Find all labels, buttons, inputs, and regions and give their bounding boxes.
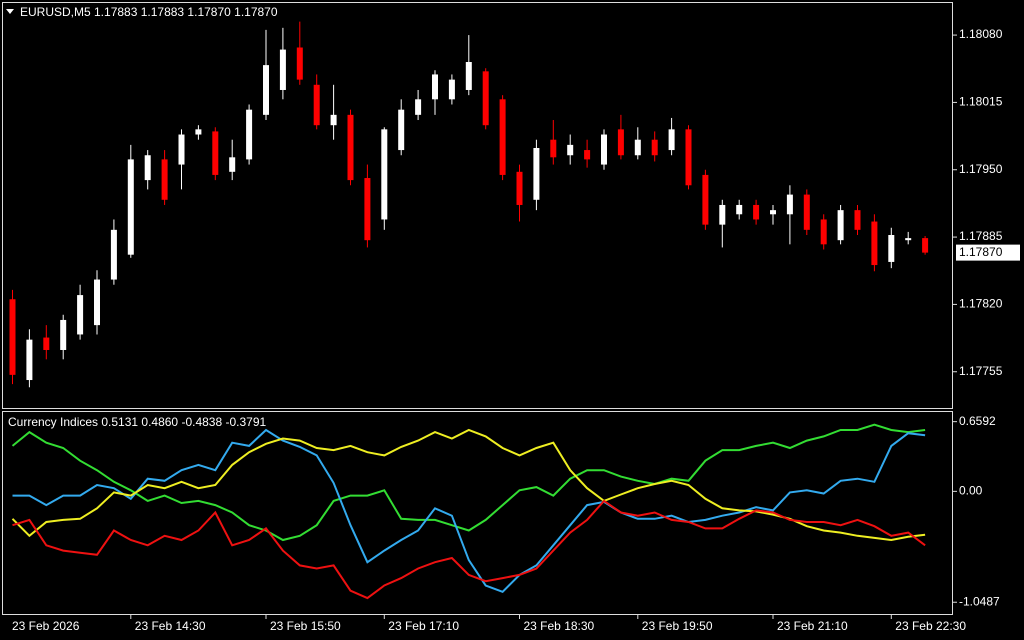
indicator-line — [12, 499, 926, 600]
indicator-line — [11, 428, 926, 542]
candle-body — [60, 319, 67, 350]
candle-body — [448, 79, 455, 100]
candle-body — [296, 47, 303, 80]
y-tick-label: 0.00 — [959, 484, 983, 498]
candle-body — [854, 210, 861, 230]
y-tick-label: 1.17885 — [959, 229, 1003, 243]
candle-body — [736, 204, 743, 215]
x-tick-label: 23 Feb 17:10 — [388, 619, 459, 633]
candle-body — [770, 210, 776, 215]
candle-body — [161, 159, 168, 200]
x-tick-label: 23 Feb 15:50 — [270, 619, 341, 633]
indicator-title: Currency Indices 0.5131 0.4860 -0.4838 -… — [8, 415, 267, 429]
candle-body — [110, 229, 117, 280]
menu-triangle[interactable] — [6, 9, 14, 14]
candle-body — [415, 99, 422, 115]
candle-body — [381, 129, 388, 220]
chart-title: EURUSD,M5 1.17883 1.17883 1.17870 1.1787… — [20, 5, 278, 19]
candle-body — [601, 134, 607, 165]
candle-body — [786, 194, 793, 215]
candle-body — [888, 235, 895, 262]
y-tick-label: 1.17820 — [959, 297, 1003, 311]
price-panel — [2, 2, 953, 409]
candle-body — [922, 238, 929, 253]
candle-body — [26, 339, 33, 381]
candle-body — [668, 129, 675, 151]
last-price-label: 1.17870 — [959, 245, 1003, 259]
candle-body — [195, 129, 202, 135]
last-price-box — [956, 244, 1020, 261]
candle-body — [77, 295, 84, 335]
candle-body — [127, 159, 134, 255]
candle-body — [330, 114, 337, 126]
indicator-line — [11, 423, 926, 542]
y-tick-label: 0.6592 — [959, 414, 996, 428]
candle-body — [871, 221, 878, 266]
candle-body — [9, 299, 16, 375]
x-tick-label: 23 Feb 2026 — [12, 619, 80, 633]
candle-body — [837, 210, 844, 241]
candle-body — [617, 129, 624, 156]
candle-body — [533, 147, 540, 200]
candle-body — [516, 171, 523, 205]
x-tick-label: 23 Feb 21:10 — [777, 619, 848, 633]
candle-body — [753, 204, 760, 220]
candle-body — [905, 238, 912, 241]
candle-body — [685, 129, 692, 186]
candle-body — [432, 74, 438, 100]
x-tick-label: 23 Feb 18:30 — [524, 619, 595, 633]
candle-body — [279, 49, 286, 90]
x-tick-label: 23 Feb 14:30 — [135, 619, 206, 633]
candle-body — [651, 139, 658, 156]
y-tick-label: 1.17755 — [959, 364, 1003, 378]
candle-body — [465, 62, 472, 90]
candle-body — [820, 219, 827, 245]
candle-body — [364, 178, 371, 241]
indicator-panel — [2, 411, 953, 615]
candle-body — [43, 337, 50, 350]
candle-body — [584, 150, 591, 160]
candle-body — [398, 109, 405, 151]
candle-body — [482, 71, 489, 126]
candle-body — [550, 139, 557, 158]
candle-body — [263, 65, 269, 115]
candle-body — [229, 157, 236, 172]
candle-body — [634, 139, 641, 156]
candle-body — [803, 194, 810, 230]
candle-body — [347, 114, 354, 181]
candle-body — [94, 279, 100, 326]
candle-body — [719, 204, 726, 225]
y-tick-label: 1.18080 — [959, 27, 1003, 41]
x-tick-label: 23 Feb 22:30 — [895, 619, 966, 633]
candle-body — [702, 174, 709, 225]
indicator-line — [12, 428, 926, 593]
candle-body — [567, 144, 574, 156]
y-tick-label: 1.18015 — [959, 95, 1003, 109]
candle-body — [246, 109, 253, 160]
y-tick-label: 1.17950 — [959, 162, 1003, 176]
candle-body — [178, 134, 185, 165]
candle-body — [313, 84, 320, 126]
candle-body — [212, 131, 219, 175]
candle-body — [499, 99, 506, 175]
y-tick-label: -1.0487 — [959, 594, 1000, 608]
candle-body — [144, 155, 151, 181]
x-tick-label: 23 Feb 19:50 — [642, 619, 713, 633]
